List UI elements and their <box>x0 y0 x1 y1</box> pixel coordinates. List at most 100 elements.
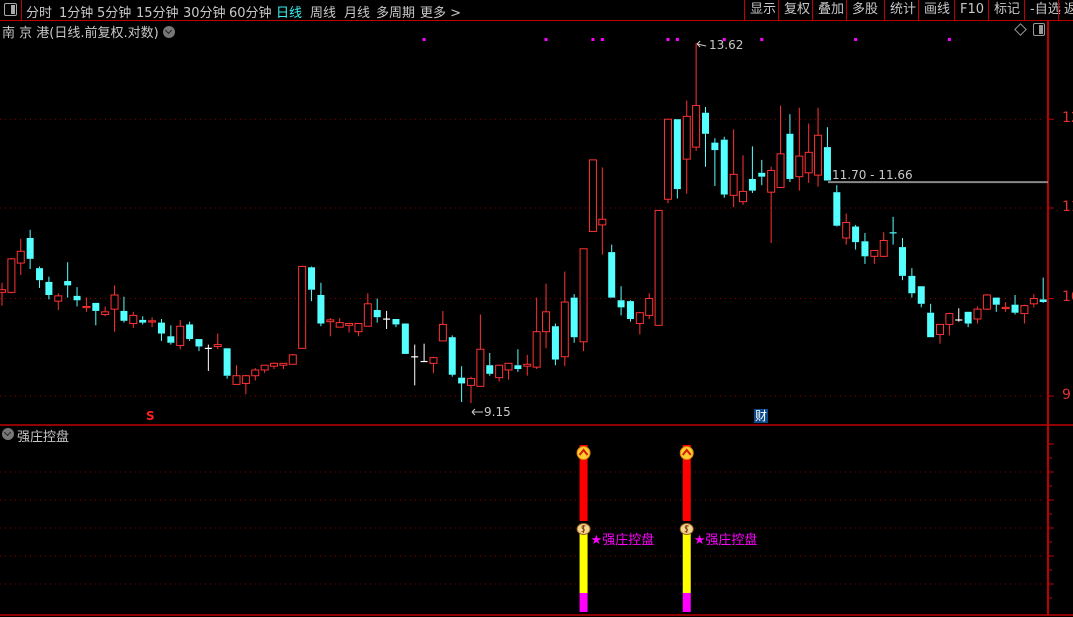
candle[interactable] <box>532 297 541 370</box>
indicator-chevron-down-icon[interactable] <box>2 428 14 440</box>
candle[interactable] <box>608 244 616 298</box>
candle[interactable] <box>852 224 860 250</box>
period-tab-8[interactable]: 月线 <box>344 6 371 21</box>
candle[interactable] <box>64 262 72 298</box>
finance-event-badge[interactable]: 财 <box>754 409 769 423</box>
candle[interactable] <box>758 159 766 186</box>
candle[interactable] <box>363 293 372 327</box>
candle[interactable] <box>870 249 879 264</box>
period-tab-4[interactable]: 30分钟 <box>183 6 226 21</box>
signal-bar[interactable] <box>679 445 694 612</box>
event-dot[interactable] <box>947 38 951 41</box>
candle[interactable] <box>739 155 748 205</box>
candle[interactable] <box>288 353 297 365</box>
candle[interactable] <box>823 127 831 181</box>
signal-bar[interactable] <box>576 445 591 612</box>
candle[interactable] <box>92 302 100 326</box>
candle[interactable] <box>560 271 569 367</box>
candle[interactable] <box>814 107 823 187</box>
candle[interactable] <box>476 314 485 387</box>
period-tab-5[interactable]: 60分钟 <box>229 6 272 21</box>
candle[interactable] <box>964 311 972 328</box>
candle[interactable] <box>7 257 16 294</box>
period-tab-10[interactable]: 更多 > <box>420 6 462 21</box>
candle[interactable] <box>1011 294 1019 315</box>
candle[interactable] <box>148 317 157 328</box>
candle[interactable] <box>635 311 644 335</box>
panel-toggle-icon[interactable] <box>1033 23 1045 36</box>
candle[interactable] <box>898 237 906 281</box>
candle[interactable] <box>279 362 288 370</box>
candle[interactable] <box>429 356 438 373</box>
candle[interactable] <box>861 233 869 264</box>
candle[interactable] <box>251 368 260 381</box>
candle[interactable] <box>204 344 212 371</box>
toolbar-button-7[interactable]: 标记 <box>988 0 1025 20</box>
candle[interactable] <box>748 146 756 193</box>
candle[interactable] <box>392 318 400 328</box>
period-tab-9[interactable]: 多周期 <box>376 6 416 21</box>
toolbar-button-1[interactable]: 复权 <box>778 0 815 20</box>
candle[interactable] <box>120 296 128 323</box>
candle[interactable] <box>36 266 44 288</box>
candle[interactable] <box>176 319 185 350</box>
candle[interactable] <box>908 268 916 298</box>
candle[interactable] <box>917 286 925 308</box>
candle[interactable] <box>598 167 607 255</box>
chevron-down-icon[interactable] <box>162 25 175 38</box>
toolbar-button-0[interactable]: 显示 <box>744 0 781 20</box>
candle[interactable] <box>992 297 1000 312</box>
candle[interactable] <box>335 318 344 328</box>
event-dot[interactable] <box>760 38 764 41</box>
candle[interactable] <box>383 310 391 329</box>
candle[interactable] <box>729 129 738 208</box>
period-tab-0[interactable]: 分时 <box>26 6 53 21</box>
event-dot[interactable] <box>854 38 858 41</box>
candle[interactable] <box>692 43 701 151</box>
candle[interactable] <box>54 293 63 311</box>
candle[interactable] <box>326 318 335 337</box>
toolbar-button-9[interactable]: 返 <box>1058 0 1073 20</box>
event-dot[interactable] <box>422 38 426 41</box>
candle[interactable] <box>73 287 81 307</box>
toolbar-button-2[interactable]: 叠加 <box>812 0 849 20</box>
candle[interactable] <box>955 308 963 322</box>
candle[interactable] <box>570 294 578 343</box>
candle[interactable] <box>776 105 785 189</box>
event-dot[interactable] <box>544 38 548 41</box>
period-tab-1[interactable]: 1分钟 <box>59 6 94 21</box>
candle[interactable] <box>411 344 419 386</box>
candle[interactable] <box>523 354 532 376</box>
candle[interactable] <box>645 293 654 319</box>
period-tab-6[interactable]: 日线 <box>276 6 303 21</box>
candle[interactable] <box>373 298 381 323</box>
candle[interactable] <box>0 282 6 306</box>
candle[interactable] <box>973 306 982 324</box>
candle[interactable] <box>767 166 776 243</box>
candle[interactable] <box>420 343 428 363</box>
candle[interactable] <box>45 276 53 300</box>
candle[interactable] <box>1001 302 1010 312</box>
candle[interactable] <box>139 316 147 325</box>
candle[interactable] <box>129 311 138 329</box>
candle[interactable] <box>617 286 625 316</box>
candle[interactable] <box>833 185 841 227</box>
candle[interactable] <box>588 159 597 232</box>
toolbar-button-3[interactable]: 多股 <box>846 0 883 20</box>
candle[interactable] <box>157 318 165 341</box>
candle[interactable] <box>804 123 813 183</box>
candle[interactable] <box>186 321 194 341</box>
candle[interactable] <box>542 283 551 349</box>
period-tab-3[interactable]: 15分钟 <box>136 6 179 21</box>
candle[interactable] <box>345 323 354 333</box>
candle[interactable] <box>682 100 691 194</box>
candle[interactable] <box>504 362 513 380</box>
candle[interactable] <box>945 312 954 336</box>
candle[interactable] <box>1039 277 1047 303</box>
candle[interactable] <box>232 365 241 385</box>
candle[interactable] <box>354 323 363 337</box>
candle[interactable] <box>626 300 634 322</box>
candle[interactable] <box>486 352 494 376</box>
candle[interactable] <box>879 232 888 258</box>
candle[interactable] <box>842 213 851 245</box>
